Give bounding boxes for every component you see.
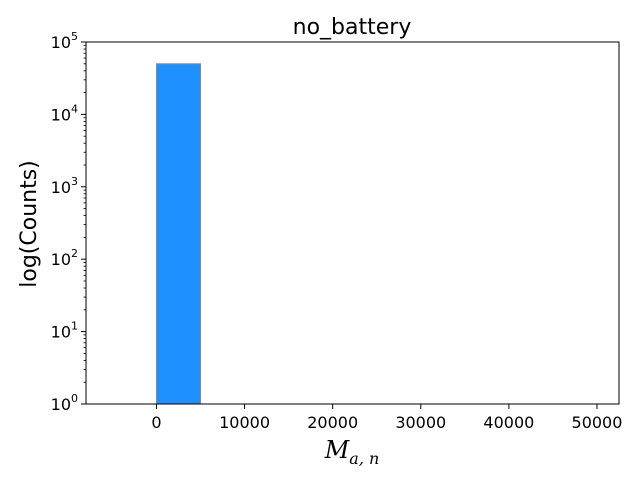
y-tick-label: 105 xyxy=(51,30,78,52)
x-axis-label: Ma, n xyxy=(324,436,380,468)
y-tick-label: 104 xyxy=(51,102,78,124)
x-tick-label: 40000 xyxy=(483,413,534,432)
y-tick-label: 101 xyxy=(51,320,78,342)
chart-title: no_battery xyxy=(293,15,412,40)
x-tick-label: 30000 xyxy=(395,413,446,432)
x-axis-ticks: 0 10000 20000 30000 40000 50000 xyxy=(151,404,622,432)
x-tick-label: 0 xyxy=(151,413,161,432)
y-tick-label: 102 xyxy=(51,247,78,269)
y-tick-label: 100 xyxy=(51,392,78,414)
x-tick-label: 20000 xyxy=(307,413,358,432)
histogram-bar xyxy=(155,63,202,405)
x-tick-label: 10000 xyxy=(219,413,270,432)
x-axis-label-main: M xyxy=(324,436,351,464)
x-axis-label-subscript: a, n xyxy=(349,449,379,468)
bars-group xyxy=(155,63,202,405)
y-tick-label: 103 xyxy=(51,175,78,197)
plot-frame xyxy=(85,41,620,405)
y-axis-ticks: 100 101 102 103 104 105 xyxy=(51,30,86,414)
y-axis-label: log(Counts) xyxy=(17,160,42,288)
x-tick-label: 50000 xyxy=(572,413,623,432)
